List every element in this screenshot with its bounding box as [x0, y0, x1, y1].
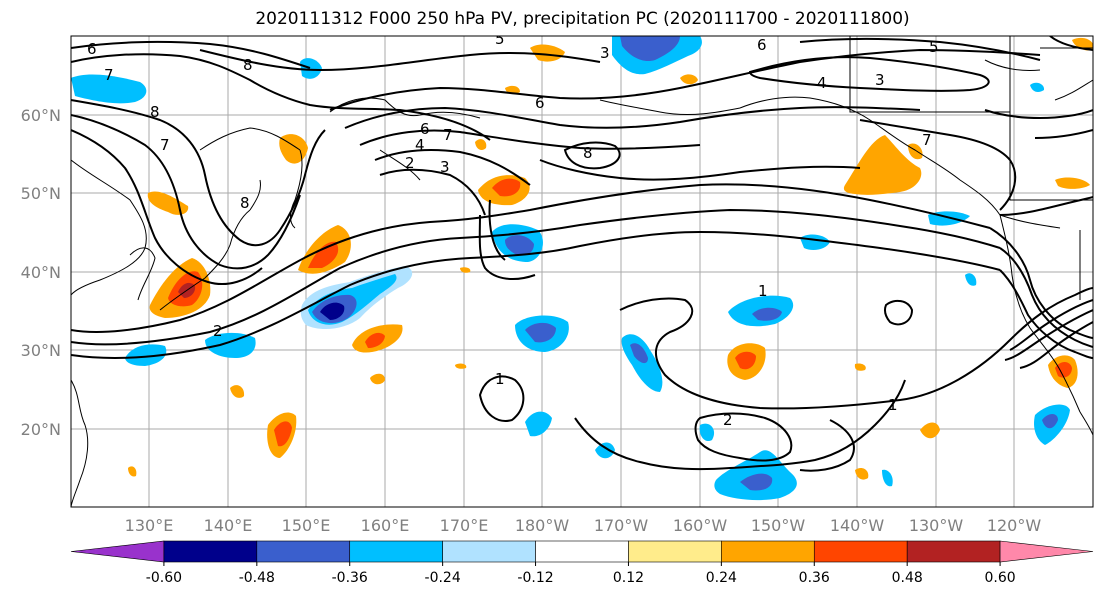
contour-label: 2	[723, 411, 733, 429]
lat-label: 40°N	[21, 263, 61, 282]
colorbar-tick-label: -0.48	[239, 570, 275, 586]
colorbar-swatch	[535, 540, 629, 563]
lon-label: 160°W	[673, 516, 728, 535]
colorbar-swatch	[349, 540, 443, 563]
colorbar-tick-label: -0.36	[332, 570, 368, 586]
contour-label: 7	[922, 131, 932, 149]
contour-label: 6	[87, 40, 97, 58]
contour-label: 5	[495, 30, 505, 48]
lon-label: 150°E	[282, 516, 331, 535]
colorbar-tick-label: 0.36	[799, 570, 830, 586]
colorbar-tick-label: 0.60	[985, 570, 1016, 586]
contour-label: 7	[443, 126, 453, 144]
lon-label: 170°W	[594, 516, 649, 535]
lon-label: 170°E	[440, 516, 489, 535]
contour-label: 5	[929, 38, 939, 56]
map-frame	[70, 35, 1094, 508]
contour-label: 8	[240, 194, 250, 212]
lat-label: 30°N	[21, 341, 61, 360]
contour-label: 6	[420, 120, 430, 138]
lon-label: 140°W	[830, 516, 885, 535]
colorbar-swatch	[721, 540, 815, 563]
precipitation-anomalies	[71, 36, 1093, 501]
contour-label: 6	[757, 36, 767, 54]
contour-label: 6	[535, 94, 545, 112]
contour-label: 8	[243, 56, 253, 74]
colorbar: -0.60 -0.48 -0.36 -0.24 -0.12 0.12 0.24 0.36 0.4…	[70, 540, 1094, 586]
contour-label: 3	[440, 158, 450, 176]
contour-label: 8	[583, 144, 593, 162]
contour-label: 1	[758, 282, 768, 300]
lon-label: 150°W	[751, 516, 806, 535]
contour-label: 1	[888, 396, 898, 414]
contour-label: 8	[150, 103, 160, 121]
lon-label: 130°E	[125, 516, 174, 535]
colorbar-tick-label: 0.48	[892, 570, 923, 586]
contour-label: 2	[213, 322, 223, 340]
map-title: 2020111312 F000 250 hPa PV, precipitatio…	[255, 9, 910, 29]
contour-label: 7	[160, 136, 170, 154]
colorbar-swatch	[906, 540, 1001, 563]
colorbar-tick-label: -0.24	[425, 570, 461, 586]
colorbar-tick-label: 0.24	[706, 570, 737, 586]
pv-contours	[71, 36, 1093, 472]
lon-label: 120°W	[987, 516, 1042, 535]
contour-label: 3	[875, 71, 885, 89]
lon-label: 130°W	[909, 516, 964, 535]
colorbar-swatch	[70, 540, 165, 563]
colorbar-swatch	[813, 540, 908, 563]
lon-label: 180°W	[515, 516, 570, 535]
contour-label: 3	[600, 44, 610, 62]
lat-label: 20°N	[21, 420, 61, 439]
contour-labels: 1 1 1 2 2 2 3 3 4 5 6 6 6 7 7 7 8 8 8 8 …	[87, 30, 939, 429]
lat-label: 50°N	[21, 184, 61, 203]
longitude-labels: 130°E 140°E 150°E 160°E 170°E 180°W 170°…	[125, 516, 1042, 535]
contour-label: 1	[495, 370, 505, 388]
colorbar-swatch	[163, 540, 258, 563]
colorbar-tick-label: -0.60	[146, 570, 182, 586]
colorbar-swatch	[628, 540, 722, 563]
colorbar-tick-label: -0.12	[517, 570, 553, 586]
contour-label: 7	[104, 66, 114, 84]
lon-label: 160°E	[361, 516, 410, 535]
contour-label: 4	[415, 136, 425, 154]
latitude-labels: 60°N 50°N 40°N 30°N 20°N	[21, 106, 61, 439]
contour-label: 2	[405, 154, 415, 172]
lon-label: 140°E	[204, 516, 253, 535]
colorbar-swatch	[256, 540, 351, 563]
contour-label: 4	[817, 74, 827, 92]
colorbar-swatch	[999, 540, 1094, 563]
colorbar-swatch	[442, 540, 536, 563]
lat-label: 60°N	[21, 106, 61, 125]
colorbar-tick-label: 0.12	[613, 570, 644, 586]
